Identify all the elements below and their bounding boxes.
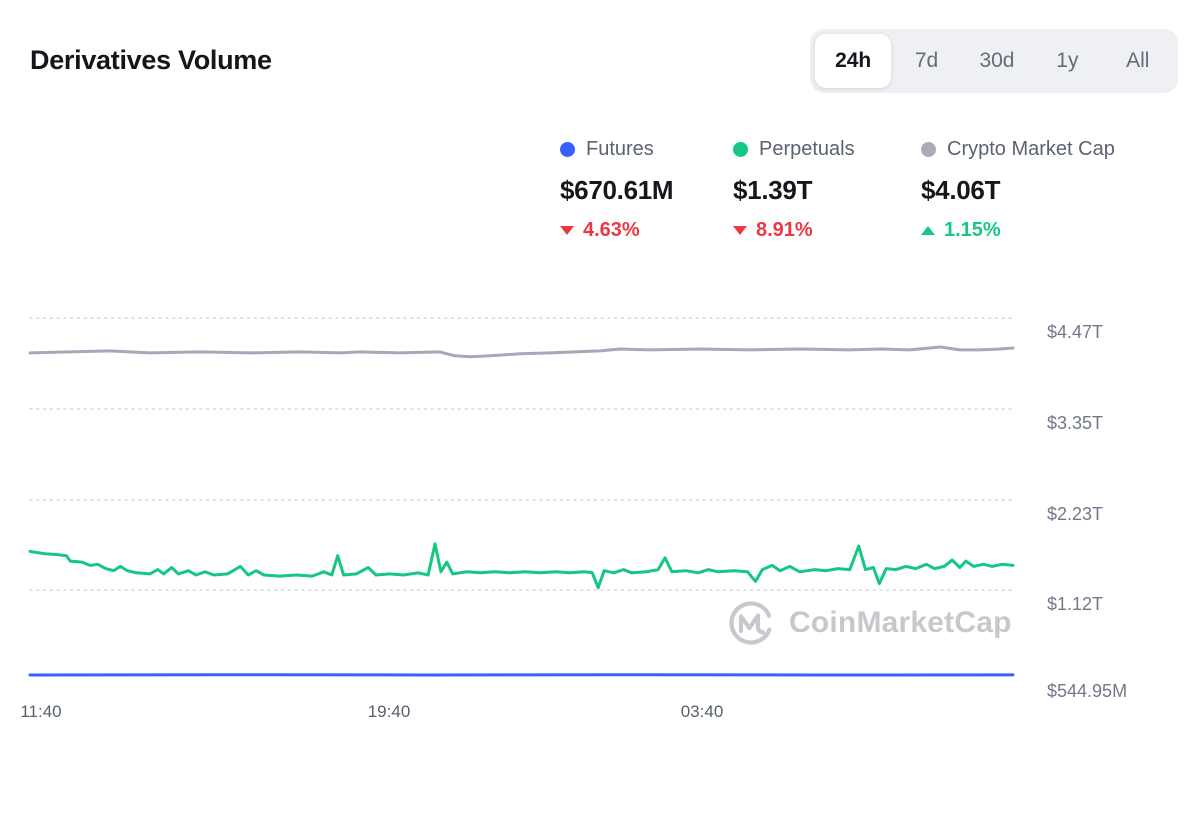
x-axis-tick: 11:40: [20, 702, 62, 721]
range-button-7d[interactable]: 7d: [891, 34, 961, 88]
change-percent: 4.63%: [583, 219, 640, 241]
change-percent: 8.91%: [756, 219, 813, 241]
series-line-crypto-market-cap: [28, 345, 1015, 359]
x-axis-tick: 03:40: [680, 702, 724, 721]
page-title: Derivatives Volume: [30, 45, 272, 75]
legend-value: $670.61M: [560, 175, 674, 205]
y-axis-tick: $2.23T: [1047, 504, 1104, 524]
y-axis-tick: $3.35T: [1047, 413, 1104, 433]
legend-label: Perpetuals: [759, 138, 855, 160]
caret-down-icon: [733, 226, 747, 235]
legend-change: 8.91%: [733, 219, 855, 242]
legend-change: 4.63%: [560, 219, 673, 242]
legend-item-perpetuals[interactable]: Perpetuals $1.39T 8.91%: [733, 138, 855, 242]
caret-up-icon: [921, 226, 935, 235]
x-axis-tick: 19:40: [367, 702, 411, 721]
legend-label: Crypto Market Cap: [947, 138, 1115, 160]
range-button-30d[interactable]: 30d: [962, 34, 1032, 88]
time-range-selector: 24h 7d 30d 1y All: [810, 29, 1178, 93]
y-axis-tick: $544.95M: [1047, 681, 1128, 701]
legend-item-crypto-market-cap[interactable]: Crypto Market Cap $4.06T 1.15%: [921, 138, 1115, 242]
change-percent: 1.15%: [944, 219, 1001, 241]
perpetuals-dot-icon: [733, 142, 748, 157]
y-axis-tick: $1.12T: [1047, 594, 1104, 614]
legend-item-futures[interactable]: Futures $670.61M 4.63%: [560, 138, 674, 242]
y-axis-tick: $4.47T: [1047, 322, 1104, 342]
market-cap-dot-icon: [921, 142, 936, 157]
range-button-24h[interactable]: 24h: [815, 34, 892, 88]
futures-dot-icon: [560, 142, 575, 157]
series-line-perpetuals: [28, 542, 1015, 590]
caret-down-icon: [560, 226, 574, 235]
legend-change: 1.15%: [921, 219, 1115, 242]
legend-value: $1.39T: [733, 175, 813, 205]
range-button-all[interactable]: All: [1103, 34, 1173, 88]
legend-label: Futures: [586, 138, 654, 160]
legend-value: $4.06T: [921, 175, 1001, 205]
range-button-1y[interactable]: 1y: [1032, 34, 1102, 88]
